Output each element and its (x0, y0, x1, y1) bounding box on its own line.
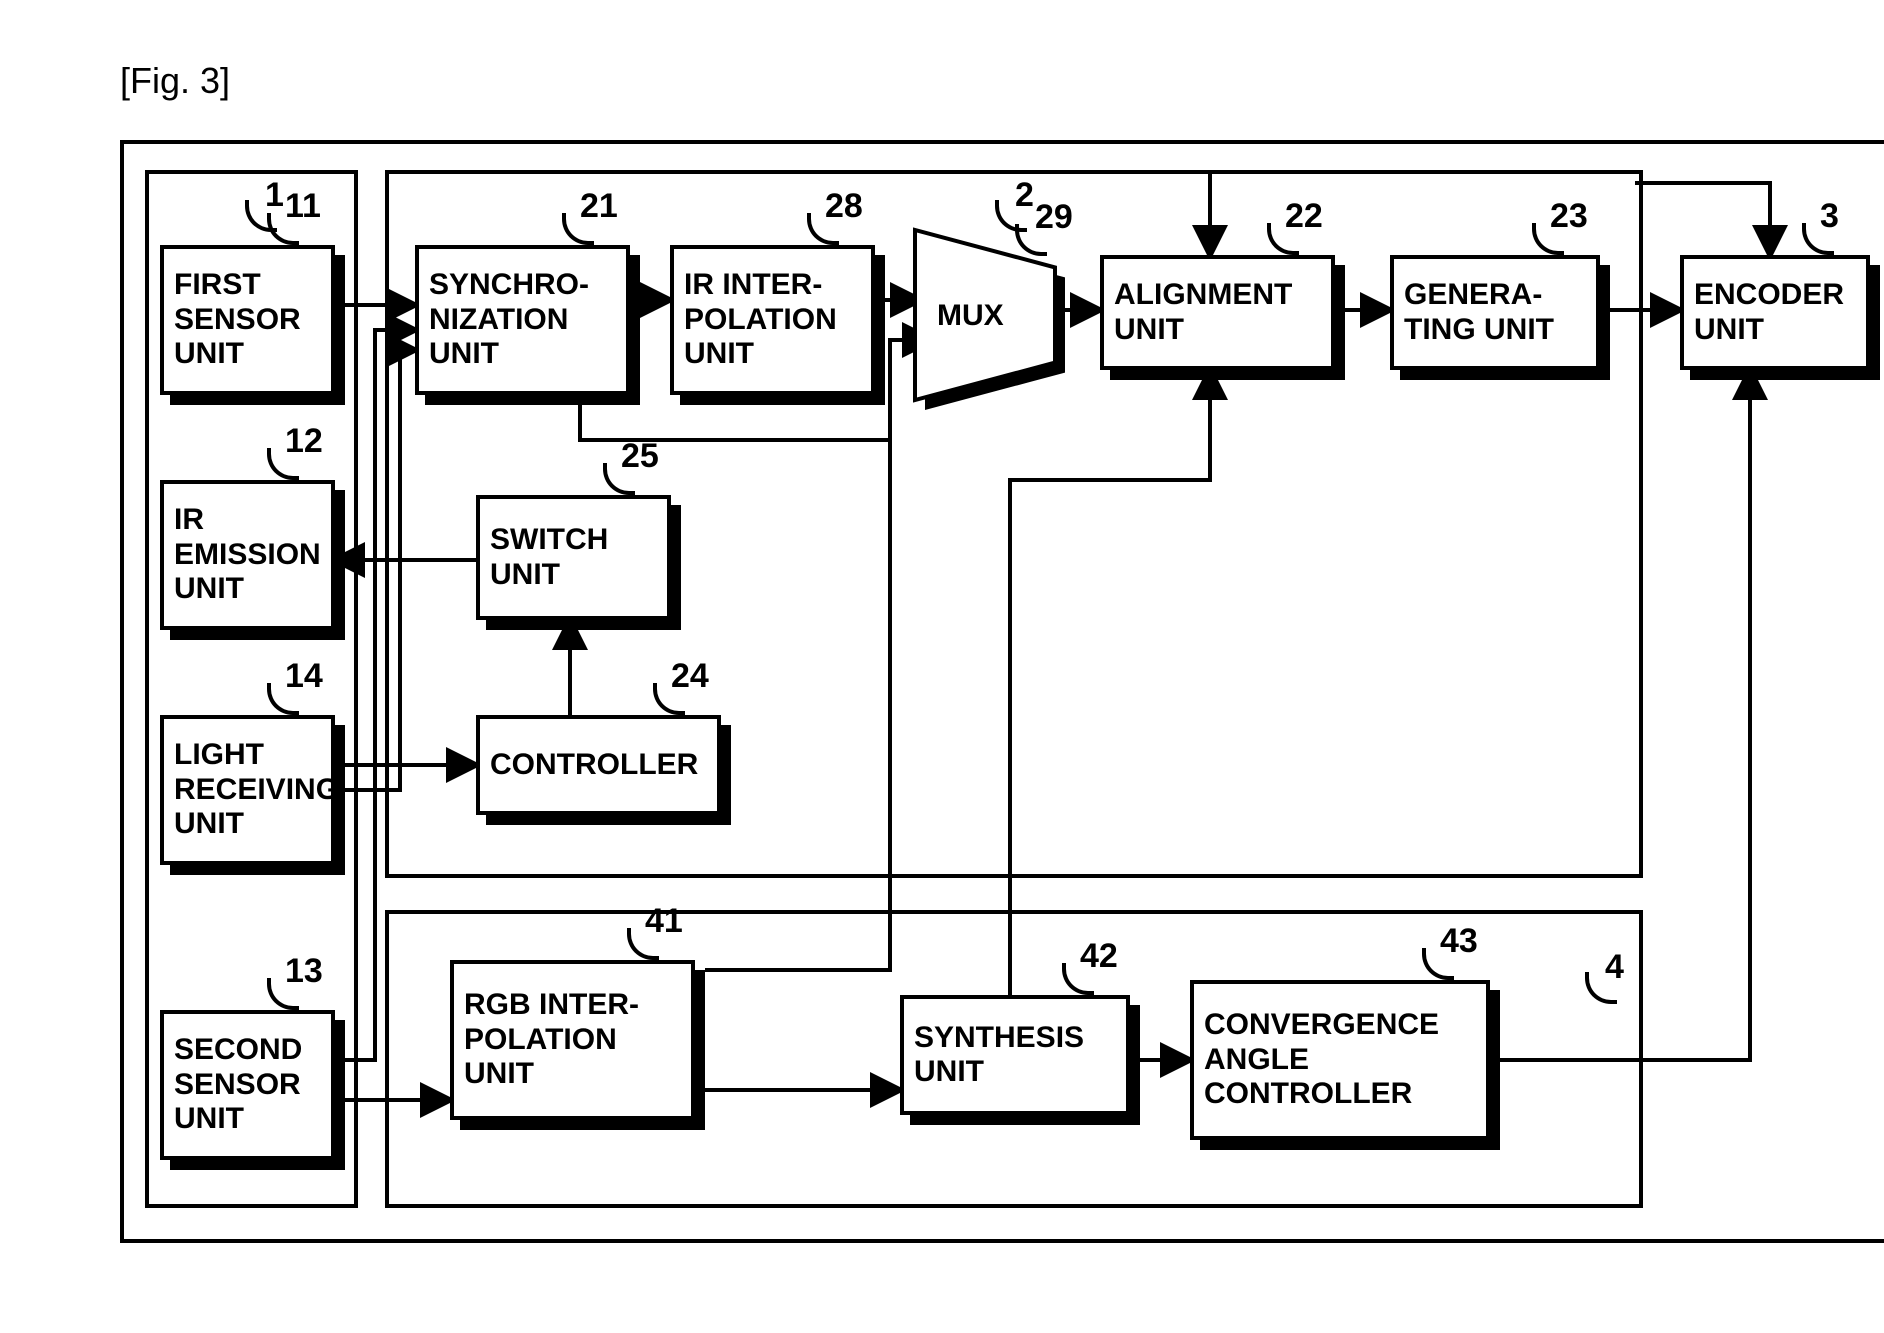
block-label: IREMISSIONUNIT (160, 480, 335, 630)
block-b12: IREMISSIONUNIT (160, 480, 345, 640)
block-label: SYNCHRO-NIZATIONUNIT (415, 245, 630, 395)
block-label: CONVERGENCEANGLECONTROLLER (1190, 980, 1490, 1140)
block-label: SYNTHESISUNIT (900, 995, 1130, 1115)
diagram-canvas: [Fig. 3] MUX FIRSTSENSORUNITIREMISSIONUN… (20, 20, 1884, 1313)
block-b28: IR INTER-POLATIONUNIT (670, 245, 885, 405)
block-b22: ALIGNMENTUNIT (1100, 255, 1345, 380)
mux-label: MUX (937, 299, 1004, 332)
block-label: ALIGNMENTUNIT (1100, 255, 1335, 370)
block-b24: CONTROLLER (476, 715, 731, 825)
block-b42: SYNTHESISUNIT (900, 995, 1140, 1125)
block-label: IR INTER-POLATIONUNIT (670, 245, 875, 395)
block-b23: GENERA-TING UNIT (1390, 255, 1610, 380)
edge-b42_b22 (1010, 370, 1210, 995)
block-b41: RGB INTER-POLATIONUNIT (450, 960, 705, 1130)
block-label: RGB INTER-POLATIONUNIT (450, 960, 695, 1120)
block-b14: LIGHTRECEIVINGUNIT (160, 715, 345, 875)
edge-b41_mux (685, 340, 890, 970)
block-b13: SECONDSENSORUNIT (160, 1010, 345, 1170)
block-b21: SYNCHRO-NIZATIONUNIT (415, 245, 640, 405)
block-b3: ENCODERUNIT (1680, 255, 1880, 380)
edge-b13_sync (335, 330, 415, 1060)
edge-c2_b3_top (1635, 183, 1770, 255)
block-label: LIGHTRECEIVINGUNIT (160, 715, 335, 865)
block-b11: FIRSTSENSORUNIT (160, 245, 345, 405)
block-label: FIRSTSENSORUNIT (160, 245, 335, 395)
block-b43: CONVERGENCEANGLECONTROLLER (1190, 980, 1500, 1150)
block-label: GENERA-TING UNIT (1390, 255, 1600, 370)
block-label: ENCODERUNIT (1680, 255, 1870, 370)
block-label: SWITCHUNIT (476, 495, 671, 620)
block-label: SECONDSENSORUNIT (160, 1010, 335, 1160)
block-label: CONTROLLER (476, 715, 721, 815)
block-b25: SWITCHUNIT (476, 495, 681, 630)
